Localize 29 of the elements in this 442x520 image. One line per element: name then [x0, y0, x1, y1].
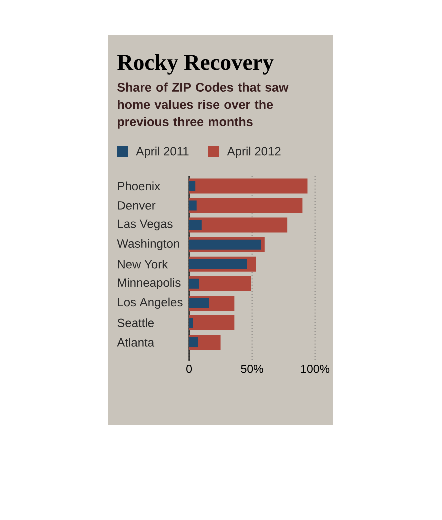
y-tick-label: Seattle: [118, 318, 154, 328]
x-tick-label: 0: [186, 365, 192, 374]
chart-title: Rocky Recovery: [118, 54, 274, 75]
y-tick-label: Atlanta: [117, 338, 155, 347]
bar: [189, 178, 308, 194]
y-tick-label: Washington: [117, 239, 180, 250]
bar: [189, 218, 288, 233]
y-tick-label: Phoenix: [118, 182, 160, 191]
bar: [189, 278, 200, 289]
bar: [189, 198, 303, 214]
y-tick-label: Las Vegas: [118, 220, 173, 231]
bar: [189, 338, 198, 348]
bar: [189, 181, 196, 192]
x-tick-label: 100%: [301, 365, 330, 374]
y-tick-label: Los Angeles: [118, 298, 183, 310]
y-tick-label: New York: [118, 260, 168, 269]
y-tick-label: Minneapolis: [118, 278, 181, 290]
bar: [189, 318, 194, 328]
y-tick-label: Denver: [118, 202, 156, 210]
bar: [189, 200, 197, 211]
x-tick-label: 50%: [241, 365, 264, 374]
bar: [189, 315, 235, 330]
bar: [189, 259, 248, 270]
bar: [189, 240, 262, 250]
legend-label: April 2012: [227, 146, 281, 158]
legend-label: April 2011: [136, 146, 189, 158]
bar: [189, 220, 202, 230]
chart-subtitle: Share of ZIP Codes that saw home values rise over the previous three months: [118, 82, 289, 129]
bar: [189, 298, 210, 308]
